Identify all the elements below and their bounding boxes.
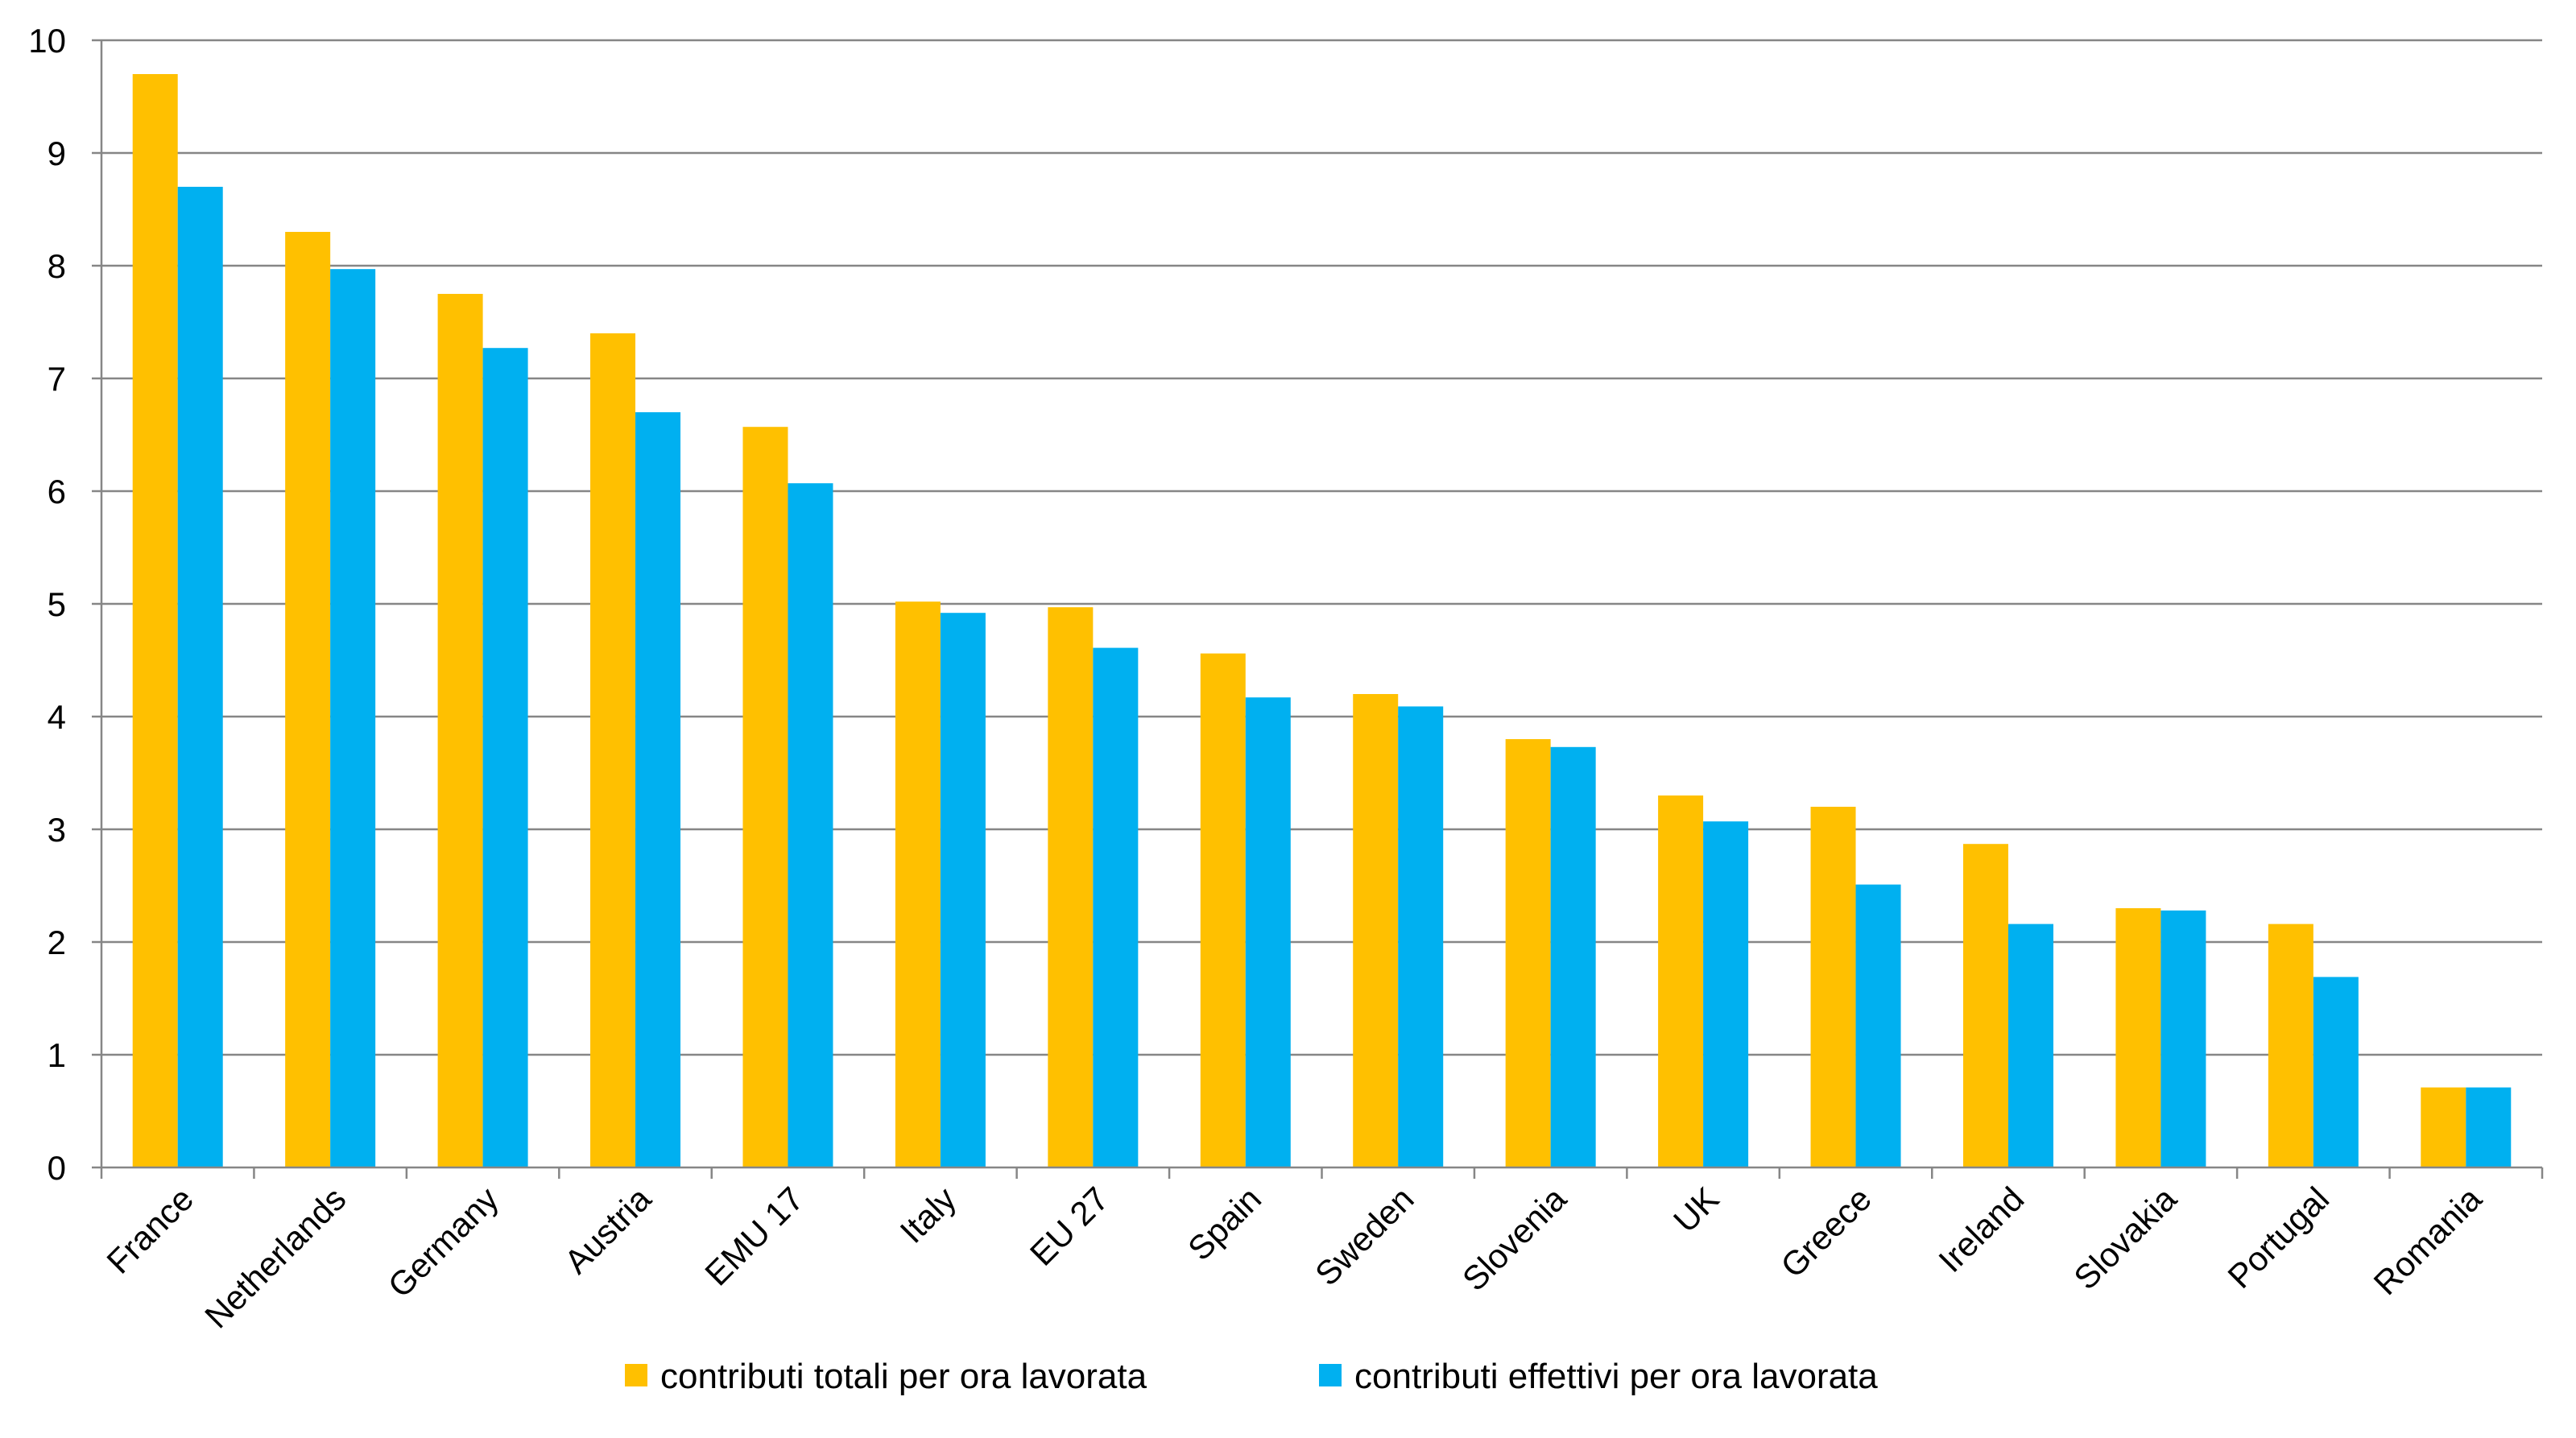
x-tick-label: Austria	[557, 1180, 659, 1281]
y-tick-label: 2	[48, 924, 66, 961]
bar-effettivi	[1245, 697, 1291, 1167]
bar-effettivi	[2313, 977, 2359, 1167]
bar-effettivi	[788, 483, 833, 1167]
bar-effettivi	[1093, 647, 1139, 1167]
x-tick-label: Greece	[1773, 1180, 1879, 1285]
bar-effettivi	[1398, 706, 1444, 1167]
y-tick-label: 10	[28, 22, 66, 60]
y-tick-label: 1	[48, 1036, 66, 1074]
bar-totali	[742, 427, 788, 1167]
bar-totali	[132, 74, 178, 1167]
bar-totali	[437, 294, 483, 1167]
bar-effettivi	[635, 412, 681, 1167]
bar-totali	[895, 601, 941, 1167]
bar-effettivi	[1855, 884, 1901, 1167]
x-tick-label: Slovenia	[1455, 1180, 1574, 1299]
bar-totali	[2268, 924, 2313, 1167]
x-tick-label: UK	[1666, 1180, 1726, 1240]
bar-effettivi	[330, 269, 376, 1168]
y-tick-label: 9	[48, 134, 66, 172]
x-tick-label: EMU 17	[697, 1180, 811, 1293]
bar-effettivi	[1703, 821, 1749, 1167]
legend-label: contributi effettivi per ora lavorata	[1354, 1357, 1878, 1396]
legend: contributi totali per ora lavorata contri…	[625, 1357, 1878, 1396]
bars	[132, 74, 2512, 1168]
bar-effettivi	[482, 348, 528, 1167]
x-tick-label: Italy	[893, 1180, 964, 1250]
x-tick-label: France	[99, 1180, 201, 1281]
bar-totali	[2421, 1087, 2466, 1167]
axes	[92, 39, 2544, 1179]
x-tick-label: Ireland	[1931, 1180, 2031, 1279]
y-tick-label: 5	[48, 585, 66, 623]
bar-effettivi	[1550, 746, 1596, 1167]
x-tick-label: Romania	[2367, 1180, 2490, 1303]
bar-totali	[1962, 844, 2008, 1167]
y-tick-label: 8	[48, 247, 66, 285]
legend-swatch	[1319, 1364, 1342, 1386]
bar-totali	[1505, 739, 1551, 1167]
bar-effettivi	[2160, 910, 2206, 1167]
x-tick-label: Sweden	[1308, 1180, 1421, 1293]
x-tick-label: Spain	[1180, 1180, 1268, 1267]
y-tick-label: 4	[48, 698, 66, 736]
bar-totali	[2115, 908, 2161, 1167]
bar-totali	[1048, 607, 1094, 1167]
legend-label: contributi totali per ora lavorata	[660, 1357, 1147, 1396]
bar-totali	[1658, 795, 1704, 1167]
x-tick-label: Germany	[381, 1180, 506, 1304]
bar-totali	[1353, 694, 1399, 1167]
bar-effettivi	[2007, 924, 2053, 1167]
y-tick-label: 0	[48, 1149, 66, 1187]
legend-swatch	[625, 1364, 647, 1386]
bar-totali	[1200, 653, 1246, 1167]
x-tick-label: Slovakia	[2066, 1180, 2184, 1297]
bar-totali	[1810, 807, 1856, 1167]
bar-effettivi	[940, 613, 986, 1167]
y-tick-label: 3	[48, 811, 66, 849]
bar-totali	[285, 232, 331, 1167]
y-tick-labels: 0 1 2 3 4 5 6 7 8 9 10	[28, 22, 66, 1187]
x-tick-label: Portugal	[2220, 1180, 2336, 1295]
bar-effettivi	[2466, 1087, 2512, 1167]
y-tick-label: 6	[48, 473, 66, 510]
bar-totali	[590, 333, 636, 1167]
x-tick-label: EU 27	[1023, 1180, 1116, 1273]
bar-effettivi	[177, 187, 223, 1167]
x-tick-label: Netherlands	[197, 1180, 353, 1335]
y-tick-label: 7	[48, 360, 66, 398]
